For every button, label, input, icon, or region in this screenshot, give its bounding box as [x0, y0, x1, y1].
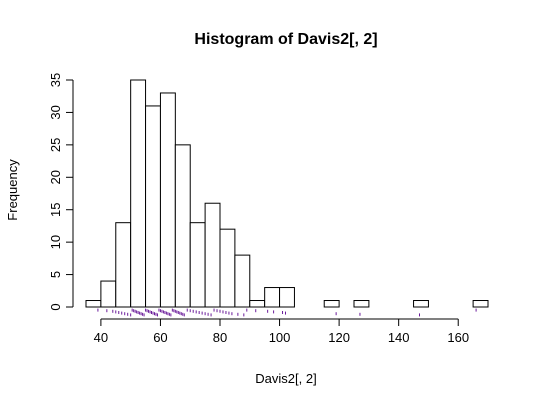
histogram-bar-145-150 [413, 300, 429, 308]
x-tick-label: 160 [447, 330, 469, 345]
histogram-bar-95-100 [264, 287, 281, 308]
histogram-bar-45-50 [115, 222, 132, 308]
histogram-bar-70-75 [189, 222, 206, 308]
y-tick-label: 5 [48, 271, 63, 278]
histogram-bar-100-105 [279, 287, 295, 308]
x-tick-label: 120 [328, 330, 350, 345]
y-tick-label: 10 [48, 235, 63, 249]
y-tick-label: 15 [48, 202, 63, 216]
x-tick-label: 100 [269, 330, 291, 345]
y-tick-label: 20 [48, 170, 63, 184]
histogram-bars [85, 79, 489, 308]
histogram-bar-85-90 [234, 254, 251, 308]
x-axis-label: Davis2[, 2] [255, 371, 316, 386]
histogram-bar-165-170 [472, 300, 489, 308]
histogram-bar-125-130 [353, 300, 370, 308]
x-tick-label: 80 [213, 330, 227, 345]
x-tick-label: 140 [388, 330, 410, 345]
x-axis: 40 60 80 100 120 140 160 [94, 318, 469, 345]
histogram-bar-80-85 [219, 228, 236, 308]
x-tick-label: 60 [153, 330, 167, 345]
histogram-bar-50-55 [130, 79, 147, 308]
x-tick-label: 40 [94, 330, 108, 345]
histogram-bar-40-45 [100, 280, 117, 308]
histogram-bar-90-95 [249, 300, 266, 308]
histogram-bar-55-60 [145, 105, 161, 308]
histogram-bar-115-120 [323, 300, 340, 308]
histogram-bar-60-65 [159, 92, 176, 308]
histogram-bar-35-40 [85, 300, 102, 308]
chart-title: Histogram of Davis2[, 2] [194, 31, 377, 48]
histogram-bar-75-80 [204, 202, 221, 308]
histogram-bar-65-70 [174, 144, 191, 308]
y-tick-label: 35 [48, 73, 63, 87]
rug-marks [97, 308, 477, 317]
y-axis: 0 5 10 15 20 25 30 35 [48, 73, 74, 311]
y-tick-label: 25 [48, 138, 63, 152]
y-axis-label: Frequency [5, 159, 20, 221]
y-tick-label: 0 [48, 303, 63, 310]
y-tick-label: 30 [48, 105, 63, 119]
